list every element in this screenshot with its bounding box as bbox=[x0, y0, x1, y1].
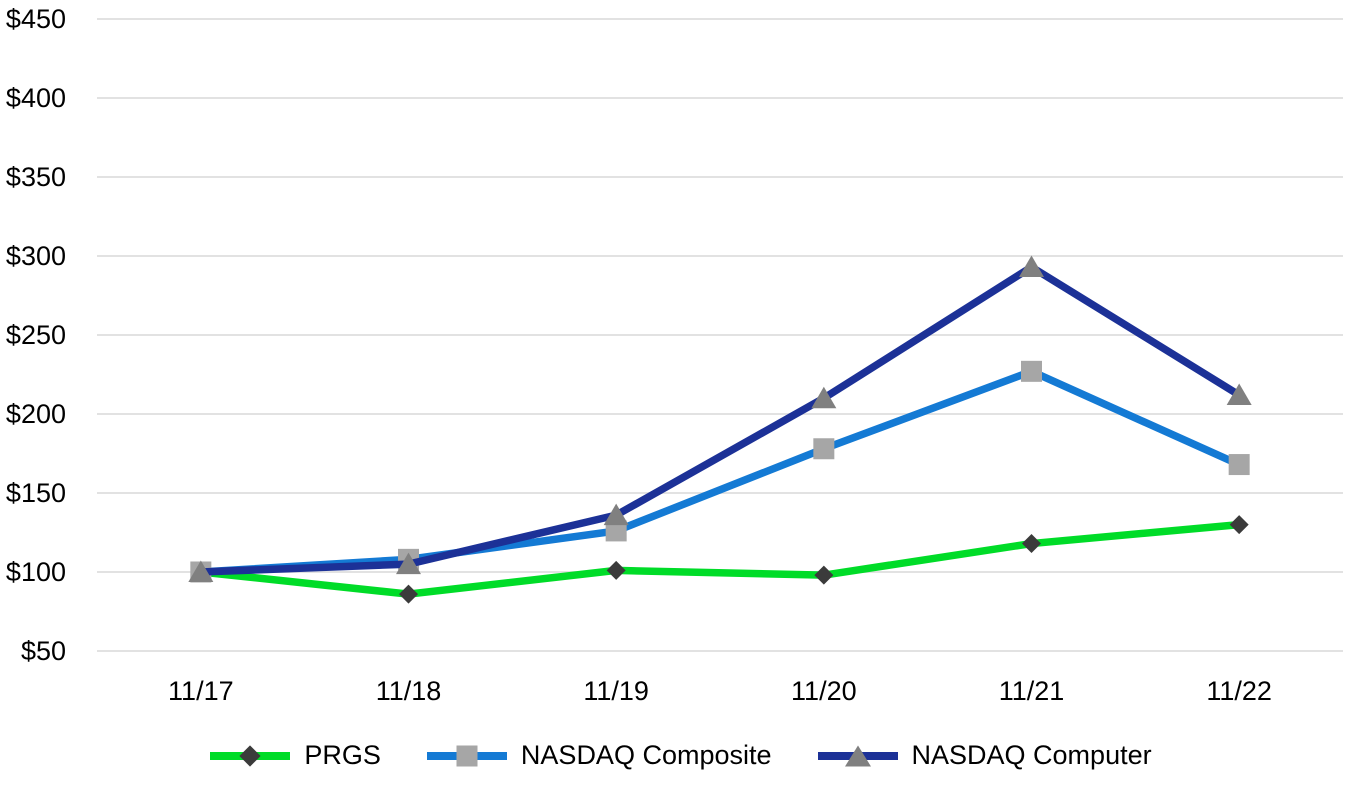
y-tick-label: $250 bbox=[6, 320, 66, 350]
marker-square bbox=[605, 520, 627, 542]
y-tick-label: $350 bbox=[6, 162, 66, 192]
x-tick-label: 11/18 bbox=[376, 676, 442, 706]
legend-item-nasdaq-computer: NASDAQ Computer bbox=[817, 740, 1152, 771]
chart-legend: PRGS NASDAQ Composite NASDAQ Computer bbox=[0, 740, 1362, 771]
y-tick-label: $450 bbox=[6, 4, 66, 34]
triangle-marker-icon bbox=[844, 745, 871, 766]
legend-label: NASDAQ Composite bbox=[520, 740, 772, 770]
y-tick-label: $300 bbox=[6, 241, 66, 271]
y-tick-label: $50 bbox=[21, 636, 66, 666]
series-line-nasdaq-composite bbox=[200, 367, 1241, 576]
marker-diamond bbox=[814, 565, 834, 585]
marker-triangle bbox=[396, 552, 421, 575]
x-tick-label: 11/20 bbox=[791, 676, 857, 706]
diamond-marker-icon bbox=[239, 744, 261, 767]
marker-diamond bbox=[1022, 534, 1041, 554]
legend-label: PRGS bbox=[304, 740, 381, 770]
x-tick-label: 11/21 bbox=[999, 676, 1065, 706]
series-line-prgs bbox=[200, 520, 1240, 598]
marker-diamond bbox=[606, 560, 626, 580]
x-tick-label: 11/17 bbox=[168, 676, 234, 706]
legend-swatch-diamond-icon bbox=[210, 741, 291, 771]
y-tick-label: $400 bbox=[6, 83, 66, 113]
legend-swatch-triangle-icon bbox=[817, 741, 898, 771]
marker-triangle bbox=[1019, 255, 1044, 278]
marker-square bbox=[1228, 454, 1250, 476]
marker-triangle bbox=[188, 560, 214, 582]
marker-square bbox=[813, 438, 835, 460]
y-tick-label: $200 bbox=[6, 399, 66, 429]
marker-diamond bbox=[1229, 515, 1249, 535]
x-tick-label: 11/19 bbox=[583, 676, 649, 706]
y-tick-label: $100 bbox=[6, 557, 66, 587]
legend-swatch-square-icon bbox=[426, 741, 507, 771]
series-line-nasdaq-computer bbox=[200, 262, 1242, 576]
y-tick-label: $150 bbox=[6, 478, 66, 508]
marker-square bbox=[1021, 360, 1042, 382]
legend-label: NASDAQ Computer bbox=[911, 740, 1152, 770]
marker-triangle bbox=[603, 503, 629, 526]
square-marker-icon bbox=[456, 745, 478, 766]
x-tick-label: 11/22 bbox=[1206, 676, 1272, 706]
marker-triangle bbox=[811, 386, 837, 409]
legend-item-prgs: PRGS bbox=[210, 740, 381, 771]
marker-diamond bbox=[399, 584, 418, 604]
marker-triangle bbox=[1226, 383, 1252, 406]
legend-item-nasdaq-composite: NASDAQ Composite bbox=[426, 740, 772, 771]
